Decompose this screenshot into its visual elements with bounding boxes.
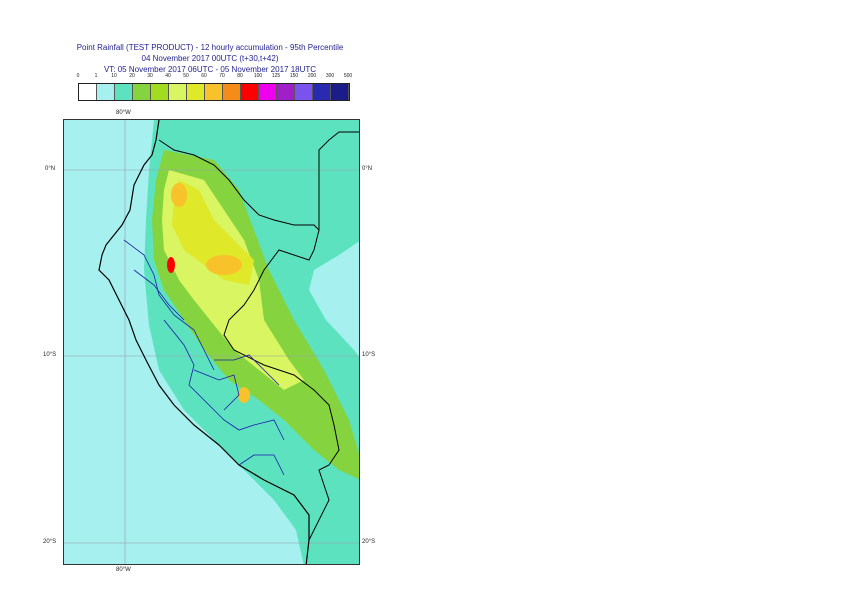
legend-swatch <box>169 84 187 100</box>
lon-label-bottom: 80°W <box>116 567 131 573</box>
title-line-1: Point Rainfall (TEST PRODUCT) - 12 hourl… <box>76 43 344 52</box>
legend-swatch <box>331 84 349 100</box>
country-border-east <box>223 229 340 541</box>
land-pale-region <box>312 260 359 340</box>
legend-threshold-label: 50 <box>183 73 189 79</box>
admin-boundaries <box>123 239 285 476</box>
color-legend: 0 1 10 20 30 40 50 60 70 80 100 125 150 200 300 500 <box>76 73 353 103</box>
legend-threshold-label: 30 <box>147 73 153 79</box>
title-line-2: 04 November 2017 00UTC (t+30,t+42) <box>141 54 279 63</box>
legend-swatch <box>259 84 277 100</box>
legend-threshold-label: 40 <box>165 73 171 79</box>
legend-threshold-label: 150 <box>289 73 299 79</box>
country-border-north <box>158 131 359 232</box>
legend-swatch <box>205 84 223 100</box>
legend-swatch <box>241 84 259 100</box>
rainfall-map <box>63 119 360 565</box>
legend-threshold-label: 200 <box>307 73 317 79</box>
legend-swatch <box>115 84 133 100</box>
legend-threshold-label: 0 <box>76 73 80 79</box>
lat-label-left-0: 0°N <box>45 166 56 172</box>
legend-swatch <box>295 84 313 100</box>
legend-swatch <box>277 84 295 100</box>
map-canvas <box>64 120 359 564</box>
legend-color-bar <box>78 83 350 101</box>
legend-threshold-label: 60 <box>201 73 207 79</box>
rain-patch-orange-3 <box>238 387 250 403</box>
legend-thresholds: 0 1 10 20 30 40 50 60 70 80 100 125 150 200 300 500 <box>76 73 353 83</box>
legend-threshold-label: 70 <box>219 73 225 79</box>
legend-threshold-label: 20 <box>129 73 135 79</box>
coastline <box>98 120 310 564</box>
lat-label-right-10: 10°S <box>362 352 376 358</box>
legend-swatch <box>133 84 151 100</box>
rain-patch-orange-2 <box>171 183 187 207</box>
legend-threshold-label: 100 <box>253 73 263 79</box>
rain-patch-orange-1 <box>206 255 242 275</box>
lon-label-top: 80°W <box>116 110 131 116</box>
title-line-3: VT: 05 November 2017 06UTC - 05 November… <box>103 65 317 74</box>
rain-patch-red <box>167 257 175 273</box>
legend-threshold-label: 80 <box>237 73 243 79</box>
legend-swatch <box>79 84 97 100</box>
map-title: Point Rainfall (TEST PRODUCT) - 12 hourl… <box>40 42 380 75</box>
legend-threshold-label: 10 <box>111 73 117 79</box>
legend-threshold-label: 300 <box>325 73 335 79</box>
legend-threshold-label: 125 <box>271 73 281 79</box>
lat-label-left-20: 20°S <box>43 539 57 545</box>
legend-swatch <box>187 84 205 100</box>
graticule <box>64 120 359 564</box>
legend-swatch <box>97 84 115 100</box>
legend-swatch <box>223 84 241 100</box>
legend-swatch <box>151 84 169 100</box>
lat-label-left-10: 10°S <box>43 352 57 358</box>
lat-label-right-20: 20°S <box>362 539 376 545</box>
lat-label-right-0: 0°N <box>362 166 373 172</box>
legend-swatch <box>313 84 331 100</box>
legend-threshold-label: 1 <box>94 73 98 79</box>
legend-threshold-label: 500 <box>343 73 353 79</box>
